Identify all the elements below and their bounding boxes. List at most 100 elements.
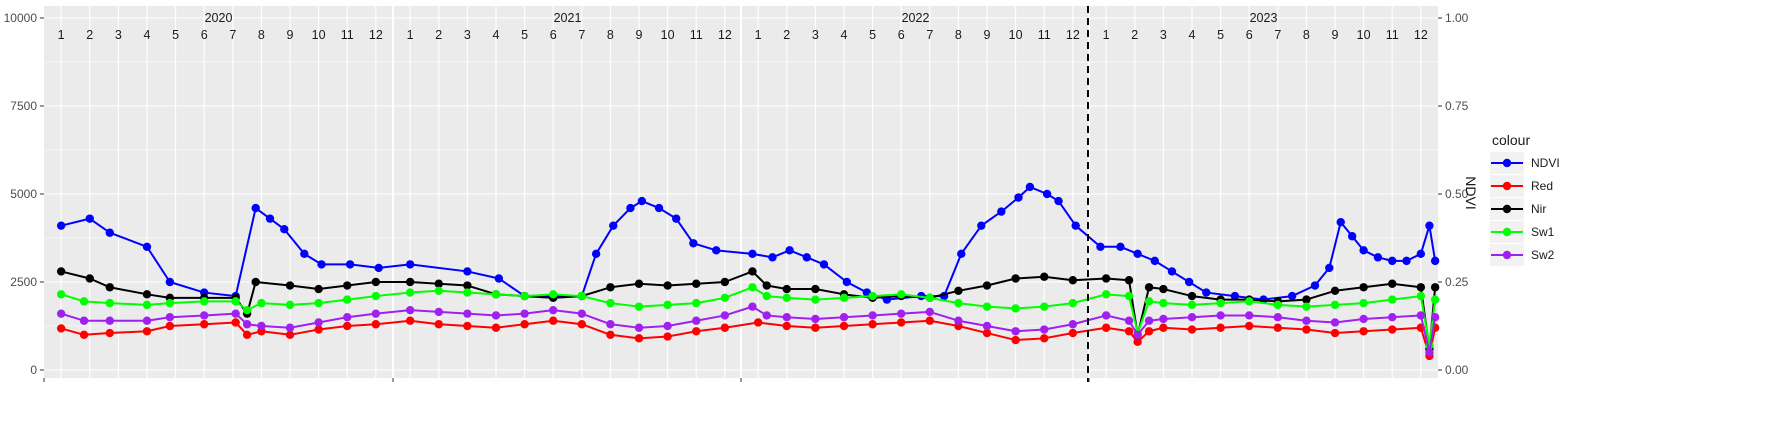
data-point-ndvi bbox=[1336, 217, 1345, 227]
data-point-ndvi bbox=[317, 260, 326, 269]
panel-background-2021 bbox=[393, 6, 742, 378]
year-label-2023: 2023 bbox=[1250, 11, 1278, 25]
data-point-sw2 bbox=[1359, 314, 1368, 324]
data-point-ndvi bbox=[591, 249, 601, 259]
data-point-sw1 bbox=[1388, 295, 1397, 304]
data-point-ndvi bbox=[819, 260, 829, 269]
data-point-ndvi bbox=[1402, 256, 1411, 266]
data-point-ndvi bbox=[1096, 242, 1105, 251]
data-point-sw1 bbox=[405, 288, 415, 297]
data-point-sw1 bbox=[811, 295, 820, 304]
data-point-ndvi bbox=[842, 277, 852, 287]
data-point-red bbox=[231, 318, 240, 327]
month-label: 8 bbox=[955, 28, 962, 42]
data-point-nir bbox=[1430, 283, 1440, 292]
y-tick-label: 0 bbox=[30, 363, 37, 377]
month-label: 11 bbox=[1386, 28, 1399, 42]
data-point-sw2 bbox=[720, 311, 730, 320]
data-point-sw2 bbox=[1124, 316, 1134, 325]
data-point-sw1 bbox=[1273, 300, 1283, 310]
data-point-sw2 bbox=[1216, 311, 1225, 320]
month-label: 5 bbox=[172, 28, 179, 42]
data-point-nir bbox=[762, 281, 771, 290]
month-label: 8 bbox=[258, 28, 265, 42]
data-point-nir bbox=[1040, 272, 1049, 281]
data-point-sw2 bbox=[896, 309, 906, 318]
data-point-sw1 bbox=[692, 298, 701, 308]
data-point-sw2 bbox=[634, 323, 644, 332]
data-point-ndvi bbox=[1054, 196, 1063, 206]
data-point-nir bbox=[85, 274, 94, 283]
data-point-nir bbox=[1302, 295, 1311, 304]
data-point-sw2 bbox=[520, 309, 529, 318]
data-point-sw1 bbox=[1068, 298, 1078, 308]
data-point-ndvi bbox=[105, 228, 114, 237]
data-point-sw1 bbox=[548, 290, 558, 299]
data-point-red bbox=[811, 323, 820, 332]
data-point-sw2 bbox=[231, 309, 240, 318]
month-label: 10 bbox=[661, 28, 675, 42]
data-point-red bbox=[753, 318, 763, 327]
data-point-sw2 bbox=[463, 309, 472, 318]
month-label: 1 bbox=[1103, 28, 1110, 42]
data-point-ndvi bbox=[1042, 189, 1052, 199]
data-point-sw2 bbox=[199, 311, 209, 320]
month-label: 11 bbox=[1038, 28, 1051, 42]
panel-background-2022 bbox=[741, 6, 1090, 378]
month-label: 1 bbox=[407, 28, 414, 42]
data-point-nir bbox=[1101, 274, 1111, 283]
series-line-nir bbox=[60, 270, 1437, 350]
data-point-ndvi bbox=[654, 203, 664, 213]
month-label: 9 bbox=[984, 28, 991, 42]
data-point-sw2 bbox=[434, 307, 443, 317]
data-point-nir bbox=[782, 284, 791, 294]
y-tick-label: 10000 bbox=[4, 11, 38, 25]
data-point-sw2 bbox=[1187, 313, 1197, 322]
data-point-sw2 bbox=[925, 307, 935, 317]
legend-title: colour bbox=[1492, 132, 1530, 148]
legend-key-point-nir bbox=[1502, 204, 1512, 214]
data-point-red bbox=[1040, 334, 1049, 343]
y2-axis-title: NDVI bbox=[1463, 176, 1479, 209]
year-label-2022: 2022 bbox=[902, 11, 930, 25]
data-point-sw1 bbox=[1040, 302, 1049, 311]
y2-tick-label: 0.00 bbox=[1445, 363, 1469, 377]
data-point-sw2 bbox=[56, 309, 66, 318]
data-point-ndvi bbox=[1230, 291, 1240, 301]
month-label: 12 bbox=[718, 28, 732, 42]
month-label: 1 bbox=[58, 28, 65, 42]
data-point-sw1 bbox=[1011, 304, 1020, 313]
month-label: 6 bbox=[550, 28, 557, 42]
data-point-red bbox=[405, 316, 415, 325]
series-line-sw2 bbox=[60, 305, 1437, 354]
data-point-sw1 bbox=[79, 297, 89, 306]
data-point-sw2 bbox=[1144, 316, 1154, 325]
data-point-red bbox=[165, 321, 175, 331]
data-point-sw1 bbox=[1330, 300, 1340, 310]
data-point-sw2 bbox=[1388, 313, 1397, 322]
data-point-sw2 bbox=[954, 316, 963, 325]
month-label: 8 bbox=[1303, 28, 1310, 42]
data-point-sw2 bbox=[242, 320, 252, 329]
year-label-2020: 2020 bbox=[205, 11, 233, 25]
month-label: 2 bbox=[1131, 28, 1138, 42]
data-point-sw2 bbox=[1101, 311, 1111, 320]
data-point-red bbox=[868, 320, 877, 329]
data-point-nir bbox=[720, 277, 730, 287]
legend-label-sw2: Sw2 bbox=[1531, 248, 1555, 262]
month-label: 3 bbox=[1160, 28, 1167, 42]
data-point-sw1 bbox=[314, 298, 323, 308]
data-point-nir bbox=[343, 281, 352, 290]
data-point-nir bbox=[1011, 274, 1020, 283]
data-point-ndvi bbox=[405, 260, 415, 269]
data-point-ndvi bbox=[1347, 232, 1357, 241]
data-point-red bbox=[1068, 328, 1078, 338]
data-point-red bbox=[1133, 337, 1142, 347]
year-label-2021: 2021 bbox=[554, 11, 582, 25]
data-point-ndvi bbox=[1116, 242, 1125, 251]
data-point-sw2 bbox=[548, 305, 558, 315]
data-point-ndvi bbox=[1071, 221, 1080, 230]
month-label: 4 bbox=[493, 28, 500, 42]
series-sw1 bbox=[56, 283, 1440, 350]
data-point-sw1 bbox=[199, 297, 209, 306]
